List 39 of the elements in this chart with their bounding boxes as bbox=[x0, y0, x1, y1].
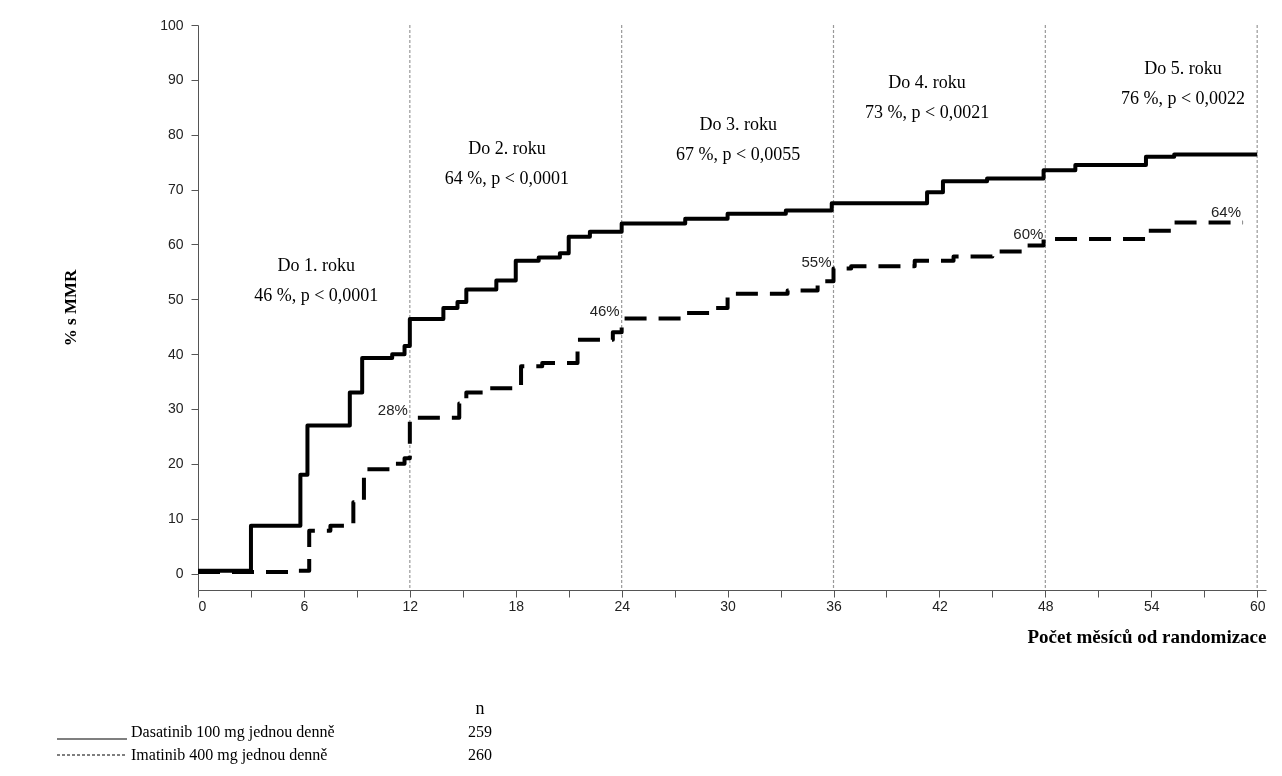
y-tick-label: 40 bbox=[167, 345, 184, 362]
legend-label: Imatinib 400 mg jednou denně bbox=[131, 746, 328, 764]
x-axis-title: Počet měsíců od randomizace bbox=[1027, 625, 1267, 647]
annotation: Do 5. roku 76 %, p < 0,0022 bbox=[1120, 58, 1246, 108]
y-tick-label: 50 bbox=[167, 290, 184, 307]
x-tick-label: 60 bbox=[1249, 597, 1266, 614]
annotation: 60% bbox=[1013, 225, 1044, 243]
annotation: 64% bbox=[1211, 203, 1242, 221]
annotation: 55% bbox=[801, 252, 832, 270]
annotation: Do 3. roku 67 %, p < 0,0055 bbox=[676, 114, 801, 164]
legend-title: n bbox=[475, 698, 485, 718]
y-tick-label: 10 bbox=[167, 510, 184, 527]
y-tick-label: 30 bbox=[167, 400, 184, 417]
y-tick-label: 80 bbox=[167, 126, 184, 143]
annotation: Do 4. roku 73 %, p < 0,0021 bbox=[864, 72, 990, 122]
annotation: Do 1. roku 46 %, p < 0,0001 bbox=[254, 255, 379, 305]
y-tick-label: 100 bbox=[160, 16, 184, 33]
y-axis-title: % s MMR bbox=[61, 269, 81, 347]
x-tick-label: 24 bbox=[614, 597, 631, 614]
x-tick-label: 48 bbox=[1038, 597, 1054, 614]
text: 260 bbox=[468, 746, 492, 763]
annotation: Do 2. roku 64 %, p < 0,0001 bbox=[444, 138, 569, 188]
y-tick-label: 70 bbox=[167, 181, 184, 198]
x-tick-label: 12 bbox=[402, 597, 419, 614]
x-tick-label: 36 bbox=[826, 597, 842, 614]
x-tick-label: 42 bbox=[932, 597, 948, 614]
y-tick-label: 90 bbox=[167, 71, 184, 88]
x-tick-label: 6 bbox=[300, 597, 309, 614]
text: 259 bbox=[468, 723, 492, 740]
x-tick-label: 0 bbox=[198, 597, 207, 614]
x-tick-label: 54 bbox=[1143, 597, 1160, 614]
x-tick-label: 30 bbox=[720, 597, 737, 614]
x-tick-label: 18 bbox=[508, 597, 525, 614]
annotation: 46% bbox=[589, 302, 620, 320]
y-tick-label: 0 bbox=[175, 565, 184, 582]
y-tick-label: 60 bbox=[167, 235, 184, 252]
annotation: 28% bbox=[377, 400, 408, 418]
y-tick-label: 20 bbox=[167, 455, 184, 472]
legend-label: Dasatinib 100 mg jednou denně bbox=[131, 723, 335, 741]
